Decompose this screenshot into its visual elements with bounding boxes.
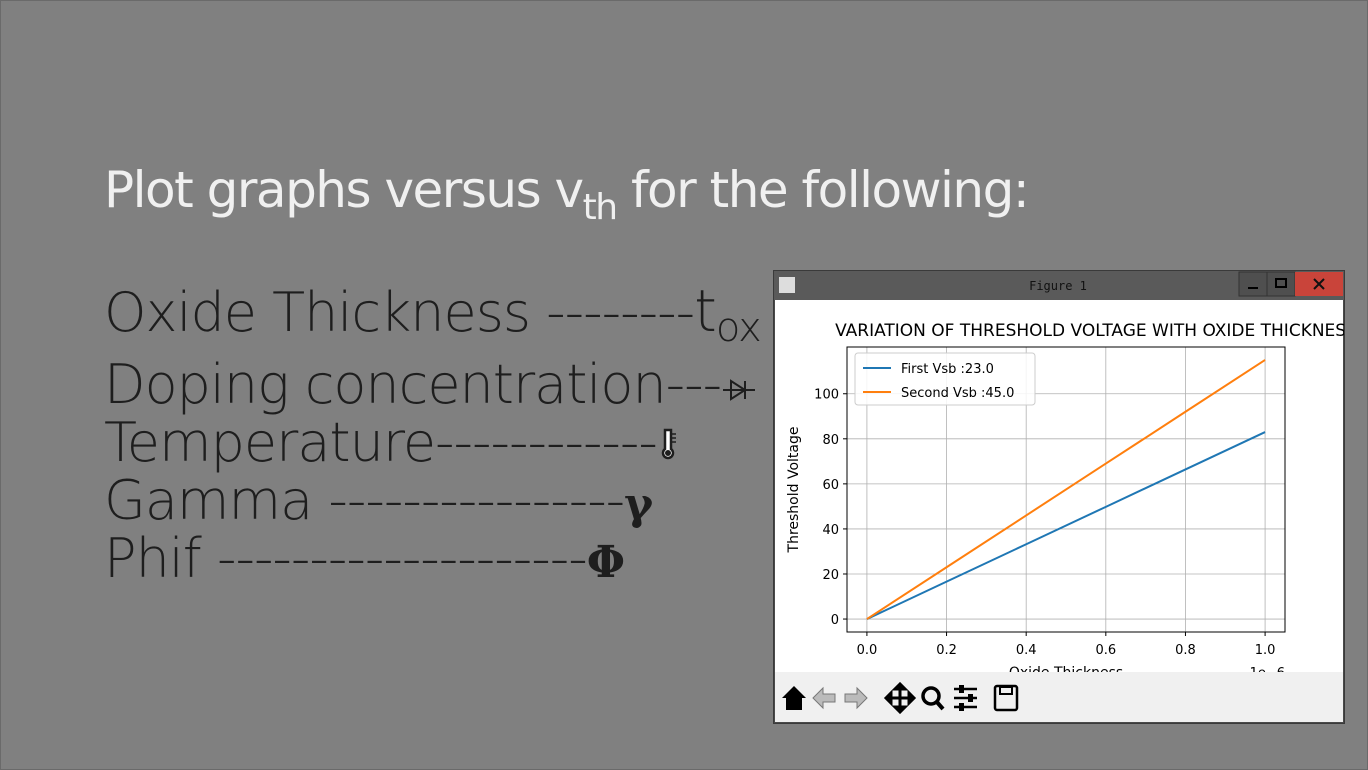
x-tick-label: 0.0 bbox=[857, 643, 878, 658]
app-icon bbox=[779, 277, 795, 293]
y-tick-label: 100 bbox=[814, 388, 839, 403]
save-glyph bbox=[999, 686, 1013, 695]
item-text: Gamma ---------------- bbox=[104, 469, 625, 532]
symbol-text: t bbox=[694, 277, 717, 345]
toolbar bbox=[775, 672, 1343, 722]
y-tick-label: 80 bbox=[822, 433, 839, 448]
axes-frame bbox=[846, 346, 1286, 633]
y-tick-label: 20 bbox=[822, 568, 839, 583]
close-glyph bbox=[1313, 278, 1325, 290]
x-tick-label: 0.4 bbox=[1016, 643, 1037, 658]
symbol-subscript: ox bbox=[715, 305, 762, 351]
item-symbol: γ bbox=[624, 479, 653, 530]
toolbar-buttons bbox=[782, 681, 1019, 715]
zoom-button[interactable] bbox=[921, 686, 941, 706]
legend-label: First Vsb :23.0 bbox=[901, 362, 994, 377]
legend-label: Second Vsb :45.0 bbox=[901, 386, 1014, 401]
x-tick-label: 0.8 bbox=[1175, 643, 1196, 658]
slider bbox=[968, 694, 973, 702]
y-tick-label: 60 bbox=[822, 478, 839, 493]
thermometer-icon bbox=[661, 428, 676, 460]
legend-box bbox=[854, 352, 1036, 406]
y-tick-label: 40 bbox=[822, 523, 839, 538]
window-title: Figure 1 bbox=[1029, 279, 1087, 293]
data-line bbox=[866, 359, 1266, 620]
item-text: Doping concentration--- bbox=[104, 353, 722, 416]
home-button[interactable] bbox=[782, 686, 806, 710]
x-tick-label: 0.6 bbox=[1095, 643, 1116, 658]
x-tick-label: 0.2 bbox=[936, 643, 957, 658]
minimize-button[interactable] bbox=[1238, 271, 1268, 297]
list-item: Gamma ----------------γ bbox=[104, 469, 653, 532]
item-symbol: Φ bbox=[586, 537, 625, 588]
list-item: Phif --------------------Φ bbox=[104, 527, 625, 590]
configure-button[interactable] bbox=[954, 687, 977, 709]
y-tick-label: 0 bbox=[831, 613, 839, 628]
list-item: Temperature------------ bbox=[104, 411, 679, 474]
item-text: Temperature------------ bbox=[104, 411, 658, 474]
plot: VARIATION OF THRESHOLD VOLTAGE WITH OXID… bbox=[786, 321, 1345, 681]
item-symbol: tox bbox=[694, 277, 762, 351]
pan-button[interactable] bbox=[883, 681, 917, 715]
list-item: Doping concentration--- bbox=[104, 353, 757, 416]
slide-title: Plot graphs versus vth for the following… bbox=[104, 161, 1030, 228]
maximize-glyph bbox=[1275, 278, 1287, 288]
chart-title: VARIATION OF THRESHOLD VOLTAGE WITH OXID… bbox=[835, 321, 1345, 341]
x-tick-label: 1.0 bbox=[1255, 643, 1276, 658]
list-item: Oxide Thickness --------tox bbox=[104, 277, 762, 351]
maximize-button[interactable] bbox=[1266, 271, 1296, 297]
slider bbox=[959, 685, 964, 693]
title-subscript: th bbox=[582, 187, 618, 228]
zoom-handle bbox=[934, 699, 945, 711]
forward-button[interactable] bbox=[844, 686, 868, 710]
figure-window: Figure 1 VARIATION OF THRESHOLD VOLTAGE … bbox=[773, 270, 1345, 724]
item-text: Oxide Thickness -------- bbox=[104, 281, 695, 344]
diode-icon bbox=[723, 379, 756, 401]
title-text: Plot graphs versus v bbox=[104, 161, 584, 219]
y-axis-label: Threshold Voltage bbox=[786, 427, 802, 554]
title-text: for the following: bbox=[616, 161, 1030, 219]
back-button[interactable] bbox=[812, 686, 836, 710]
item-text: Phif -------------------- bbox=[104, 527, 588, 590]
slider bbox=[959, 703, 964, 711]
data-line bbox=[866, 431, 1266, 620]
